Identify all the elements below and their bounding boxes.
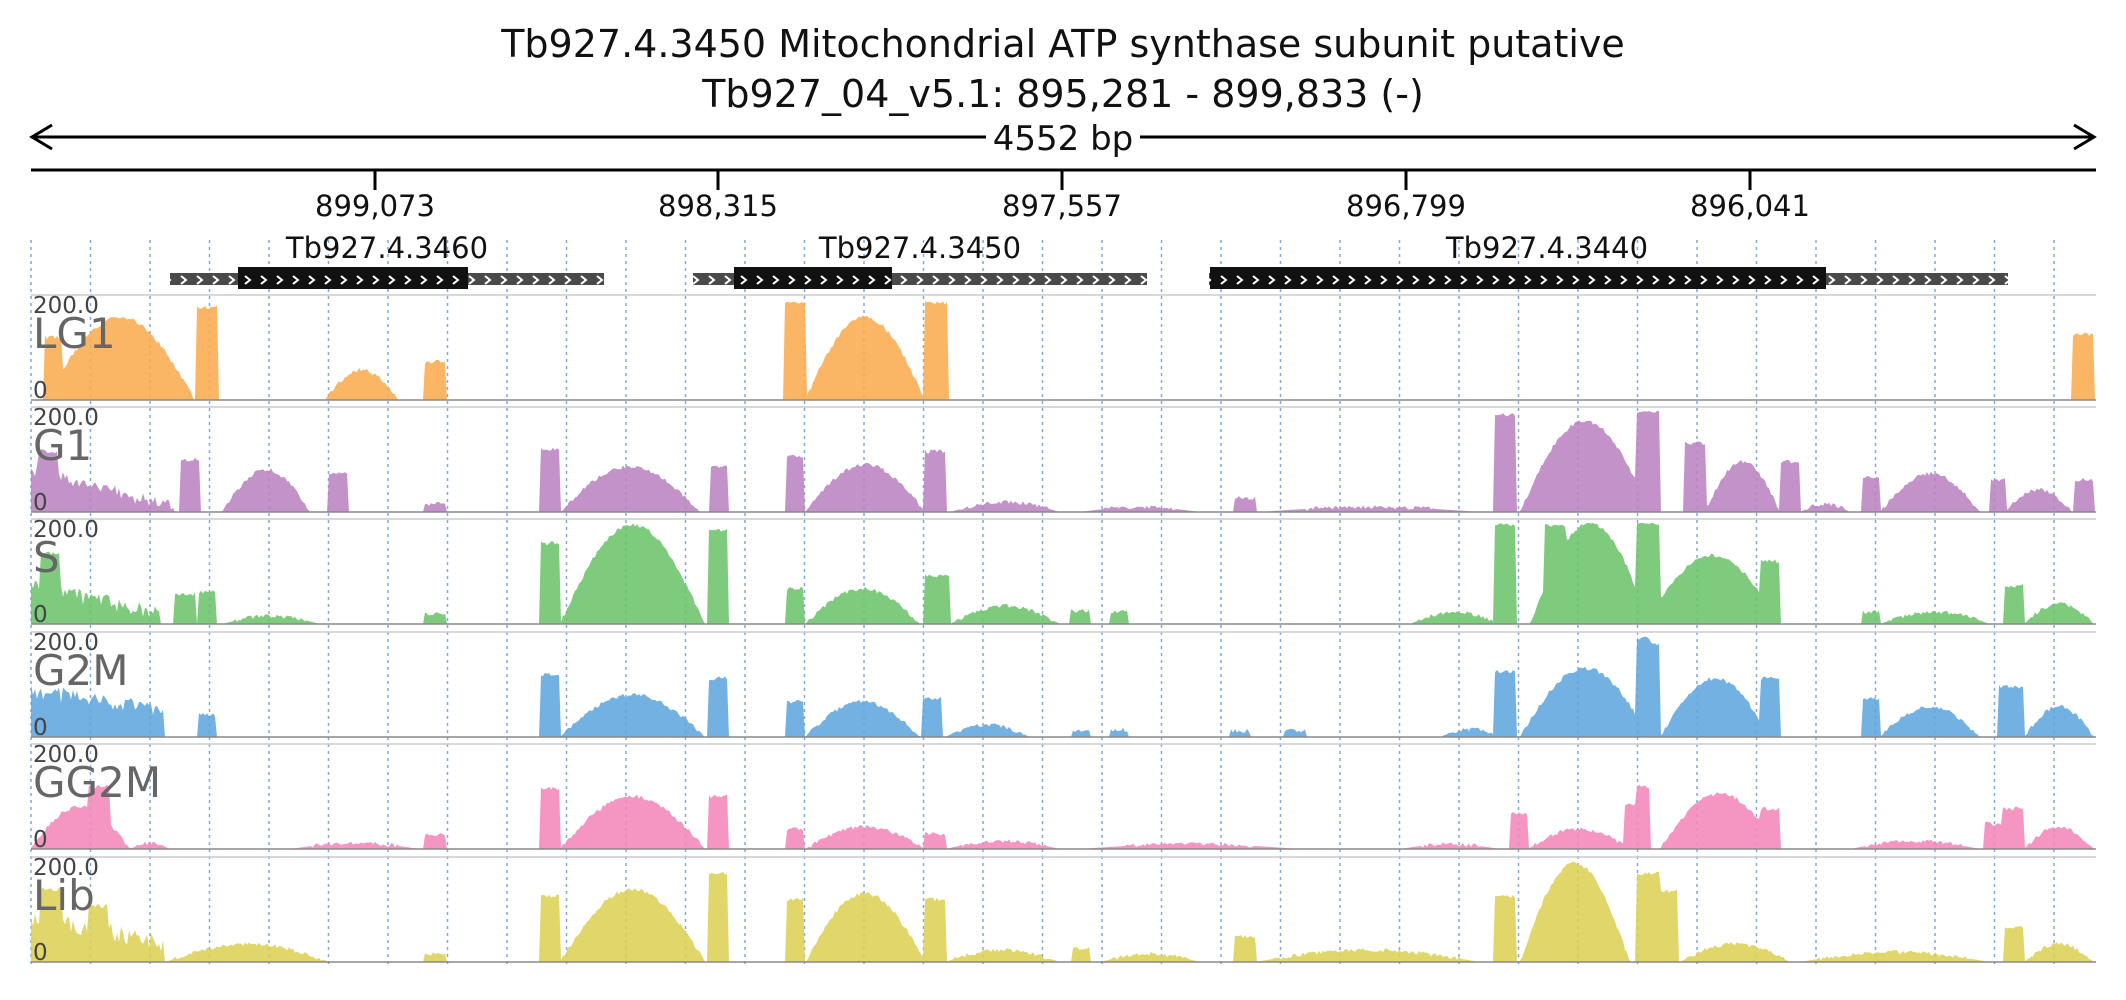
- locus-coordinates: Tb927_04_v5.1: 895,281 - 899,833 (-): [702, 72, 1424, 116]
- gene-track: Tb927.4.3460 Tb927.4.3450 Tb927.4.3440: [170, 231, 2008, 289]
- coverage-track-lg1: 200.0 0 LG1: [31, 293, 2096, 404]
- gene-tb927-4-3450: Tb927.4.3450: [693, 231, 1147, 289]
- span-arrow-head-right: [2073, 123, 2097, 151]
- span-arrow: 4552 bp: [29, 119, 2097, 159]
- track-max-label: 200.0: [33, 855, 99, 881]
- gene-label: Tb927.4.3450: [818, 231, 1021, 265]
- coordinate-ruler: 899,073 898,315 897,557 896,799 896,041: [31, 168, 2096, 223]
- strand-chevrons: [170, 273, 604, 285]
- coverage-area: [31, 861, 2096, 962]
- track-min-label: 0: [33, 378, 48, 404]
- ruler-tick-label: 896,799: [1346, 189, 1466, 223]
- gene-label: Tb927.4.3440: [1445, 231, 1648, 265]
- track-max-label: 200.0: [33, 630, 99, 656]
- track-max-label: 200.0: [33, 293, 99, 319]
- track-name-label: S: [33, 533, 60, 582]
- track-name-label: Lib: [33, 871, 95, 920]
- gene-tb927-4-3440: Tb927.4.3440: [1209, 231, 2008, 289]
- gene-tb927-4-3460: Tb927.4.3460: [170, 231, 604, 289]
- coverage-track-g1: 200.0 0 G1: [31, 405, 2096, 516]
- gene-label: Tb927.4.3460: [285, 231, 488, 265]
- track-min-label: 0: [33, 715, 48, 741]
- track-max-label: 200.0: [33, 517, 99, 543]
- ruler-tick-label: 898,315: [658, 189, 778, 223]
- strand-chevrons: [1209, 273, 2008, 285]
- coverage-area: [31, 523, 2096, 624]
- coverage-area: [31, 636, 2096, 737]
- track-min-label: 0: [33, 490, 48, 516]
- track-name-label: G2M: [33, 646, 129, 695]
- track-max-label: 200.0: [33, 405, 99, 431]
- figure-title: Tb927.4.3450 Mitochondrial ATP synthase …: [501, 22, 1625, 66]
- track-max-label: 200.0: [33, 742, 99, 768]
- track-name-label: LG1: [33, 309, 116, 358]
- ruler-tick-label: 896,041: [1690, 189, 1810, 223]
- track-min-label: 0: [33, 827, 48, 853]
- coverage-track-gg2m: 200.0 0 GG2M: [31, 742, 2096, 853]
- coverage-area: [31, 411, 2096, 512]
- coverage-track-g2m: 200.0 0 G2M: [31, 630, 2096, 741]
- coverage-area: [31, 784, 2096, 849]
- coverage-area: [31, 301, 2096, 400]
- strand-chevrons: [693, 273, 1147, 285]
- track-name-label: GG2M: [33, 758, 161, 807]
- coverage-track-lib: 200.0 0 Lib: [31, 855, 2096, 966]
- track-min-label: 0: [33, 602, 48, 628]
- track-min-label: 0: [33, 940, 48, 966]
- coverage-track-s: 200.0 0 S: [31, 517, 2096, 628]
- track-name-label: G1: [33, 421, 92, 470]
- span-length-label: 4552 bp: [993, 119, 1134, 159]
- span-arrow-head-left: [29, 123, 53, 151]
- coverage-tracks: 200.00LG1200.00G1200.00S200.00G2M200.00G…: [31, 293, 2096, 966]
- ruler-tick-label: 899,073: [315, 189, 435, 223]
- ruler-tick-label: 897,557: [1002, 189, 1122, 223]
